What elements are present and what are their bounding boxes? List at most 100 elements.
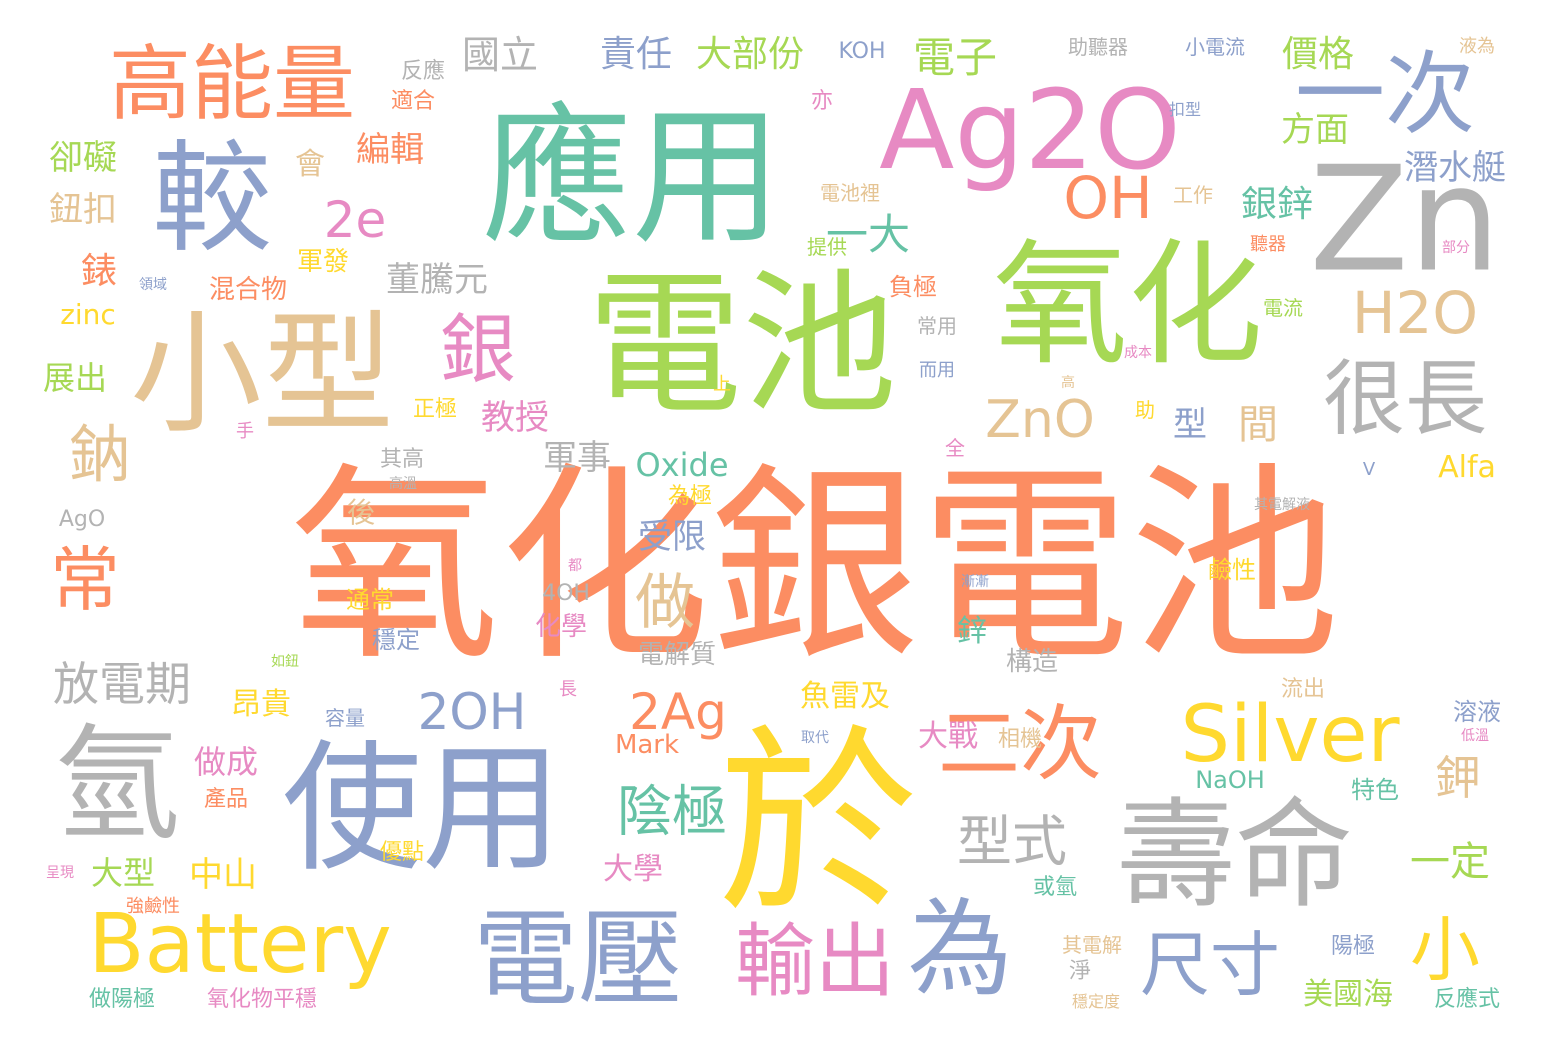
- cloud-word: 氧化銀電池: [289, 444, 1341, 689]
- cloud-word: 反應式: [1433, 987, 1501, 1012]
- cloud-word: 間: [1238, 402, 1278, 448]
- cloud-word: 手: [236, 421, 254, 442]
- cloud-word: 強鹼性: [126, 896, 180, 917]
- cloud-word: 高溫: [389, 476, 417, 492]
- cloud-word: 反應: [400, 59, 446, 84]
- cloud-word: 大部份: [695, 34, 805, 75]
- cloud-word: 一次: [1295, 42, 1475, 147]
- cloud-word: 產品: [203, 787, 249, 812]
- cloud-word: OH: [1063, 164, 1153, 232]
- cloud-word: 領域: [139, 277, 167, 293]
- cloud-word: 做: [635, 568, 695, 638]
- cloud-word: 大學: [603, 852, 663, 887]
- cloud-word: 電子: [912, 33, 998, 82]
- cloud-word: 混合物: [208, 275, 288, 305]
- cloud-word: 電池: [587, 254, 897, 436]
- cloud-word: 錶: [80, 251, 118, 292]
- cloud-word: 高能量: [108, 37, 356, 132]
- cloud-word: 型: [1173, 405, 1207, 445]
- cloud-word: 全: [945, 436, 965, 460]
- cloud-word: 鈉: [68, 418, 132, 491]
- cloud-word: 軍事: [543, 438, 611, 478]
- cloud-word: 教授: [481, 398, 549, 438]
- cloud-word: 電流: [1263, 296, 1303, 320]
- cloud-word: 很長: [1322, 352, 1488, 447]
- cloud-word: Battery: [88, 897, 392, 992]
- cloud-word: zinc: [60, 298, 116, 331]
- cloud-word: 後: [346, 496, 376, 529]
- cloud-word: Mark: [614, 730, 680, 760]
- cloud-word: 陽極: [1330, 934, 1376, 959]
- cloud-word: 化學: [534, 612, 588, 642]
- cloud-word: 使用: [281, 728, 563, 891]
- cloud-word: 其高: [379, 447, 425, 472]
- cloud-word: 銀鋅: [1240, 184, 1314, 225]
- cloud-word: 其電解: [1062, 933, 1122, 957]
- cloud-word: 溶液: [1453, 698, 1501, 726]
- cloud-word: 方面: [1281, 110, 1349, 150]
- cloud-word: 助: [1135, 398, 1155, 422]
- cloud-word: 提供: [807, 235, 847, 259]
- cloud-word: 較: [152, 130, 272, 269]
- cloud-word: 通常: [346, 586, 394, 614]
- cloud-word: 或氫: [1032, 875, 1078, 900]
- cloud-word: 取代: [801, 730, 829, 746]
- cloud-word: Oxide: [635, 446, 729, 484]
- cloud-word: 鉀: [1435, 751, 1481, 805]
- cloud-word: 展出: [42, 359, 108, 397]
- cloud-word: 相機: [997, 727, 1043, 752]
- cloud-word: 價格: [1281, 34, 1355, 75]
- cloud-word: 上: [713, 374, 731, 395]
- cloud-word: NaOH: [1195, 766, 1265, 794]
- cloud-word: Silver: [1180, 690, 1400, 780]
- cloud-word: 構造: [1005, 647, 1059, 677]
- cloud-word: 壽命: [1116, 786, 1354, 924]
- cloud-word: 放電期: [53, 657, 191, 711]
- cloud-word: 二次: [937, 697, 1103, 792]
- cloud-word: 部分: [1442, 240, 1470, 256]
- cloud-word: 扣型: [1168, 100, 1202, 119]
- cloud-word: 氧化: [993, 226, 1263, 384]
- cloud-word: 昂貴: [231, 687, 291, 722]
- cloud-word: 氧化物平穩: [206, 987, 318, 1012]
- cloud-word: 其電解液: [1254, 497, 1310, 513]
- cloud-word: 液為: [1459, 36, 1495, 57]
- cloud-word: 編輯: [356, 130, 424, 170]
- cloud-word: KOH: [838, 39, 886, 64]
- cloud-word: 亦: [810, 89, 834, 114]
- cloud-word: 為: [907, 888, 1013, 1011]
- cloud-word: 電壓: [472, 898, 684, 1021]
- cloud-word: 做陽極: [88, 987, 156, 1012]
- cloud-word: 如鈕: [271, 654, 299, 670]
- cloud-word: 常用: [917, 314, 957, 338]
- cloud-word: Alfa: [1438, 450, 1496, 485]
- cloud-word: 2Ag: [629, 683, 727, 741]
- cloud-word: 高: [1061, 375, 1075, 391]
- cloud-word: AgO: [58, 507, 106, 532]
- cloud-word: 2OH: [417, 683, 527, 741]
- cloud-word: 於: [717, 708, 919, 941]
- cloud-word: 漸漸: [961, 574, 989, 590]
- cloud-word: 做成: [193, 743, 259, 781]
- cloud-word: 小: [1410, 909, 1480, 991]
- cloud-word: 成本: [1124, 345, 1152, 361]
- cloud-word: 責任: [599, 34, 673, 75]
- cloud-word: 大戰: [918, 719, 978, 754]
- cloud-word: 卻礙: [49, 138, 117, 178]
- cloud-word: 型式: [956, 809, 1068, 874]
- cloud-word: 穩定度: [1071, 992, 1121, 1011]
- cloud-word: 電解質: [637, 640, 717, 670]
- cloud-word: 一大: [825, 210, 911, 259]
- cloud-word: 都: [568, 558, 582, 574]
- cloud-word: 輸出: [735, 915, 895, 1008]
- cloud-word: Zn: [1309, 135, 1501, 305]
- cloud-word: 特色: [1351, 776, 1399, 804]
- cloud-word: 工作: [1173, 183, 1213, 207]
- cloud-word: 適合: [390, 89, 436, 114]
- cloud-word: 尺寸: [1140, 924, 1280, 1006]
- cloud-word: 而用: [919, 360, 955, 381]
- cloud-word: Ag2O: [879, 66, 1181, 194]
- cloud-word: 魚雷及: [800, 679, 890, 714]
- cloud-word: 中山: [189, 855, 257, 895]
- cloud-word: H2O: [1351, 279, 1479, 347]
